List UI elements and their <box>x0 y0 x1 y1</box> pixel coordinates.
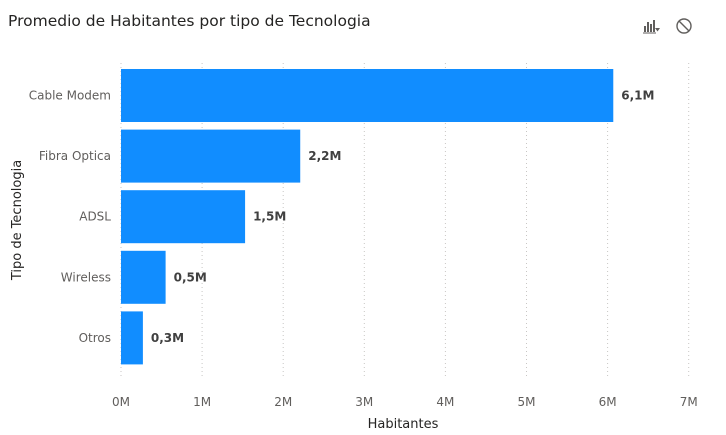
bar[interactable] <box>121 311 143 365</box>
x-axis-ticks: 0M 1M 2M 3M 4M 5M 6M 7M <box>112 395 698 409</box>
drill-chart-icon[interactable] <box>642 16 662 36</box>
category-labels: Cable Modem Fibra Optica ADSL Wireless Otros <box>29 89 112 345</box>
x-tick-label: 5M <box>518 395 536 409</box>
data-label: 2,2M <box>308 149 341 163</box>
bar[interactable] <box>121 69 614 122</box>
category-label: Fibra Optica <box>39 149 111 163</box>
x-axis-title: Habitantes <box>368 417 439 432</box>
data-label: 0,5M <box>174 270 207 284</box>
visual-header-icons <box>642 16 694 36</box>
bar[interactable] <box>121 190 246 244</box>
no-filter-icon[interactable] <box>674 16 694 36</box>
bar[interactable] <box>121 250 166 304</box>
x-tick-label: 1M <box>193 395 211 409</box>
x-tick-label: 3M <box>355 395 373 409</box>
data-label: 0,3M <box>151 331 184 345</box>
x-tick-label: 6M <box>599 395 617 409</box>
x-tick-label: 4M <box>436 395 454 409</box>
chart-title: Promedio de Habitantes por tipo de Tecno… <box>8 12 371 30</box>
x-tick-label: 7M <box>680 395 698 409</box>
category-label: Wireless <box>61 270 111 284</box>
data-labels: 6,1M 2,2M 1,5M 0,5M 0,3M <box>151 89 655 345</box>
x-tick-label: 2M <box>274 395 292 409</box>
bars <box>121 69 614 365</box>
bar[interactable] <box>121 129 301 183</box>
category-label: Otros <box>79 331 111 345</box>
category-label: Cable Modem <box>29 89 111 103</box>
category-label: ADSL <box>79 210 111 224</box>
y-axis-title: Tipo de Tecnologia <box>10 160 25 281</box>
x-tick-label: 0M <box>112 395 130 409</box>
data-label: 1,5M <box>253 210 286 224</box>
data-label: 6,1M <box>621 89 654 103</box>
